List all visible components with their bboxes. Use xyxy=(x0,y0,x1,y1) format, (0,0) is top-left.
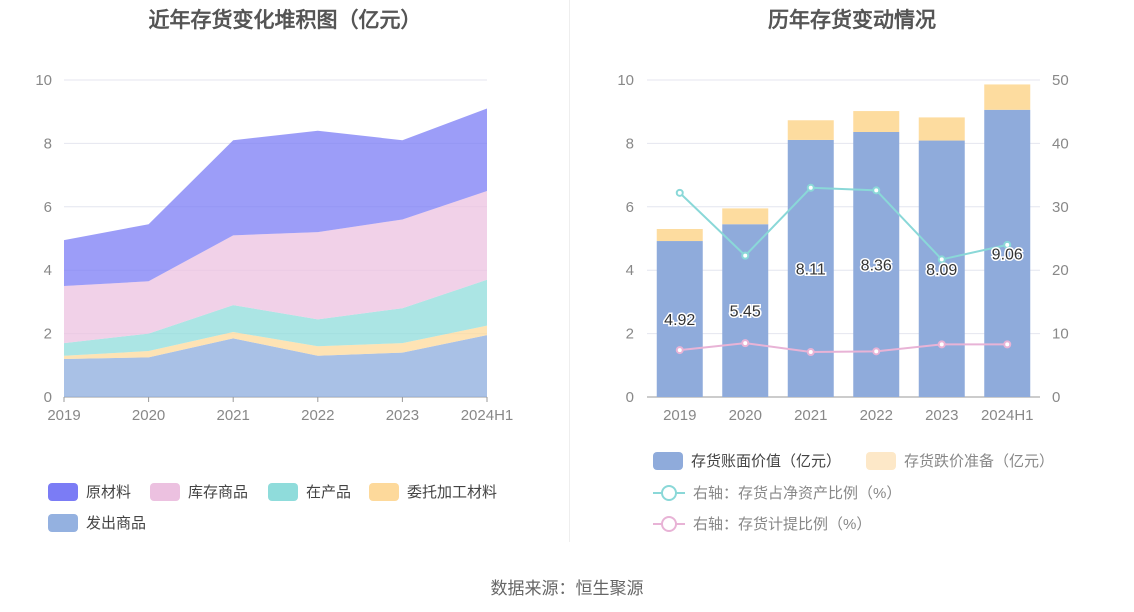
legend-item-book-value[interactable]: 存货账面价值（亿元） xyxy=(653,450,841,471)
area-consigned xyxy=(64,325,487,359)
area-raw_material xyxy=(64,108,487,287)
bar-reserve xyxy=(918,117,965,141)
area-finished_goods xyxy=(64,190,487,344)
data-source: 数据来源：恒生聚源 xyxy=(490,579,644,598)
legend-swatch-shipped xyxy=(48,513,78,532)
right-chart-title: 历年存货变动情况 xyxy=(768,9,936,32)
point-line_ratio xyxy=(872,186,881,195)
bar-book-value xyxy=(656,241,703,397)
legend-item-finished-goods[interactable]: 库存商品 xyxy=(150,481,248,502)
point-line_provision xyxy=(806,347,815,356)
left-y-tick-label: 4 xyxy=(44,262,52,279)
left-x-tick-label: 2024H1 xyxy=(461,407,514,424)
right-y2-tick-label: 30 xyxy=(1052,199,1069,216)
point-line_provision xyxy=(1003,340,1012,349)
legend-label-consigned: 委托加工材料 xyxy=(407,484,498,501)
right-y2-tick-label: 10 xyxy=(1052,326,1069,343)
right-x-tick-label: 2020 xyxy=(729,407,762,424)
right-x-tick-label: 2022 xyxy=(860,407,893,424)
right-legend: 存货账面价值（亿元） 存货跌价准备（亿元） 右轴：存货占净资产比例（%） 右轴：… xyxy=(653,450,1054,534)
legend-swatch-net-asset-ratio xyxy=(653,484,685,502)
panel-divider xyxy=(569,0,570,542)
legend-item-consigned[interactable]: 委托加工材料 xyxy=(369,481,497,502)
left-y-tick-label: 8 xyxy=(44,135,52,152)
left-y-tick-label: 2 xyxy=(44,326,52,343)
legend-swatch-finished-goods xyxy=(150,482,180,501)
left-legend: 原材料 库存商品 在产品 委托加工材料 发出商品 xyxy=(0,0,570,560)
right-y2-tick-label: 0 xyxy=(1052,389,1060,406)
bar-book-value xyxy=(918,140,965,397)
legend-label-net-asset-ratio: 右轴：存货占净资产比例（%） xyxy=(693,485,902,502)
point-line_ratio xyxy=(741,251,750,260)
legend-label-finished-goods: 库存商品 xyxy=(188,484,249,501)
bar-reserve xyxy=(656,228,703,242)
line-line_ratio xyxy=(679,186,1008,261)
legend-swatch-consigned xyxy=(369,482,399,501)
bar-reserve xyxy=(984,84,1031,110)
bar-value-label: 8.09 xyxy=(926,262,957,279)
legend-label-book-value: 存货账面价值（亿元） xyxy=(691,453,842,470)
right-x-tick-label: 2023 xyxy=(925,407,958,424)
legend-label-reserve: 存货跌价准备（亿元） xyxy=(904,453,1055,470)
legend-item-provision-ratio[interactable]: 右轴：存货计提比例（%） xyxy=(653,513,871,534)
legend-item-net-asset-ratio[interactable]: 右轴：存货占净资产比例（%） xyxy=(653,482,901,503)
point-line_ratio xyxy=(937,255,946,264)
legend-swatch-provision-ratio xyxy=(653,515,685,533)
right-y2-tick-label: 20 xyxy=(1052,262,1069,279)
left-y-tick-label: 6 xyxy=(44,199,52,216)
point-line_ratio xyxy=(1003,240,1012,249)
point-line_provision xyxy=(741,339,750,348)
right-y-tick-label: 4 xyxy=(626,262,634,279)
right-x-tick-label: 2024H1 xyxy=(981,407,1034,424)
left-x-tick-label: 2019 xyxy=(47,407,80,424)
legend-item-shipped[interactable]: 发出商品 xyxy=(48,512,146,533)
left-chart-title: 近年存货变化堆积图（亿元） xyxy=(148,9,422,32)
legend-swatch-raw-material xyxy=(48,482,78,501)
bar-value-label: 8.11 xyxy=(796,261,826,278)
legend-swatch-reserve xyxy=(866,451,896,470)
legend-label-raw-material: 原材料 xyxy=(86,484,132,501)
bar-value-label: 4.92 xyxy=(664,312,695,329)
right-x-tick-label: 2019 xyxy=(663,407,696,424)
bar-value-label: 8.36 xyxy=(861,257,892,274)
legend-label-provision-ratio: 右轴：存货计提比例（%） xyxy=(693,516,872,533)
right-y-tick-label: 8 xyxy=(626,135,634,152)
right-y2-tick-label: 40 xyxy=(1052,135,1069,152)
legend-swatch-wip xyxy=(268,482,298,501)
point-line_ratio xyxy=(806,183,815,192)
line-line_provision xyxy=(679,342,1008,353)
bar-reserve xyxy=(853,111,900,132)
legend-item-raw-material[interactable]: 原材料 xyxy=(48,481,131,502)
left-x-tick-label: 2021 xyxy=(217,407,250,424)
right-y-tick-label: 0 xyxy=(626,389,634,406)
point-line_ratio xyxy=(675,188,684,197)
right-y-tick-label: 6 xyxy=(626,199,634,216)
area-wip xyxy=(64,279,487,356)
left-x-tick-label: 2022 xyxy=(301,407,334,424)
right-y-tick-label: 2 xyxy=(626,326,634,343)
bar-value-label: 5.45 xyxy=(730,304,761,321)
point-line_provision xyxy=(675,346,684,355)
area-shipped xyxy=(64,335,487,397)
bar-reserve xyxy=(787,120,834,140)
bar-value-label: 9.06 xyxy=(992,246,1023,263)
legend-label-wip: 在产品 xyxy=(306,484,352,501)
right-x-tick-label: 2021 xyxy=(794,407,827,424)
legend-swatch-book-value xyxy=(653,451,683,470)
legend-label-shipped: 发出商品 xyxy=(86,515,147,532)
left-y-tick-label: 0 xyxy=(44,389,52,406)
point-line_provision xyxy=(937,340,946,349)
left-x-tick-label: 2023 xyxy=(386,407,419,424)
left-y-tick-label: 10 xyxy=(35,72,52,89)
legend-item-wip[interactable]: 在产品 xyxy=(268,481,351,502)
point-line_provision xyxy=(872,347,881,356)
left-x-tick-label: 2020 xyxy=(132,407,165,424)
bar-book-value xyxy=(984,109,1031,397)
bar-reserve xyxy=(722,208,769,225)
right-y-tick-label: 10 xyxy=(617,72,634,89)
legend-item-reserve[interactable]: 存货跌价准备（亿元） xyxy=(866,450,1054,471)
right-y2-tick-label: 50 xyxy=(1052,72,1069,89)
